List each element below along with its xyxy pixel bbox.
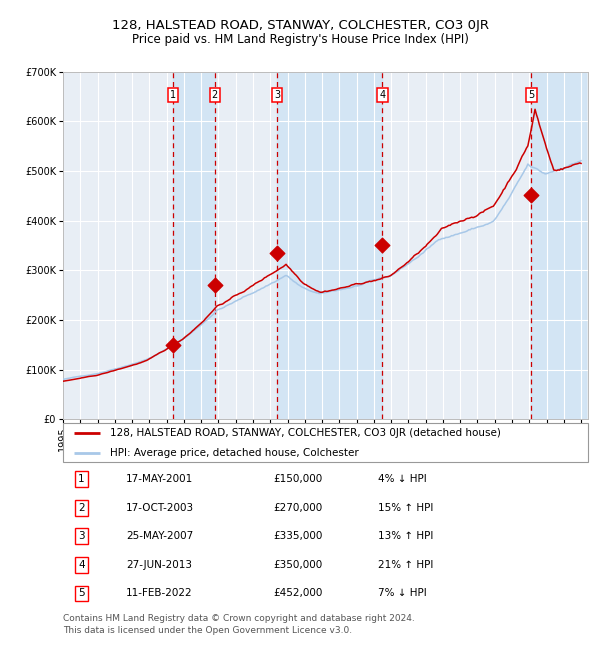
Text: Price paid vs. HM Land Registry's House Price Index (HPI): Price paid vs. HM Land Registry's House … bbox=[131, 32, 469, 46]
Point bbox=[377, 240, 387, 250]
Bar bbox=[532, 72, 586, 419]
Text: 1: 1 bbox=[170, 90, 176, 100]
Text: 128, HALSTEAD ROAD, STANWAY, COLCHESTER, CO3 0JR (detached house): 128, HALSTEAD ROAD, STANWAY, COLCHESTER,… bbox=[110, 428, 501, 438]
Text: 11-FEB-2022: 11-FEB-2022 bbox=[126, 588, 193, 599]
Text: £270,000: £270,000 bbox=[273, 502, 322, 513]
Text: 2: 2 bbox=[212, 90, 218, 100]
Text: 17-MAY-2001: 17-MAY-2001 bbox=[126, 474, 193, 484]
Text: 13% ↑ HPI: 13% ↑ HPI bbox=[378, 531, 433, 541]
Point bbox=[272, 248, 282, 258]
Text: £150,000: £150,000 bbox=[273, 474, 322, 484]
Text: £335,000: £335,000 bbox=[273, 531, 322, 541]
Text: 21% ↑ HPI: 21% ↑ HPI bbox=[378, 560, 433, 570]
Text: 15% ↑ HPI: 15% ↑ HPI bbox=[378, 502, 433, 513]
Text: 3: 3 bbox=[78, 531, 85, 541]
Text: 25-MAY-2007: 25-MAY-2007 bbox=[126, 531, 193, 541]
Text: 7% ↓ HPI: 7% ↓ HPI bbox=[378, 588, 427, 599]
Text: 1: 1 bbox=[78, 474, 85, 484]
FancyBboxPatch shape bbox=[63, 422, 588, 461]
Text: 128, HALSTEAD ROAD, STANWAY, COLCHESTER, CO3 0JR: 128, HALSTEAD ROAD, STANWAY, COLCHESTER,… bbox=[112, 20, 488, 32]
Text: 4: 4 bbox=[379, 90, 385, 100]
Text: 27-JUN-2013: 27-JUN-2013 bbox=[126, 560, 192, 570]
Point bbox=[169, 339, 178, 350]
Point bbox=[527, 190, 536, 200]
Bar bbox=[277, 72, 382, 419]
Text: 5: 5 bbox=[528, 90, 535, 100]
Point bbox=[210, 280, 220, 291]
Text: 4: 4 bbox=[78, 560, 85, 570]
Text: 4% ↓ HPI: 4% ↓ HPI bbox=[378, 474, 427, 484]
Text: HPI: Average price, detached house, Colchester: HPI: Average price, detached house, Colc… bbox=[110, 448, 359, 458]
Text: 2: 2 bbox=[78, 502, 85, 513]
Text: £350,000: £350,000 bbox=[273, 560, 322, 570]
Bar bbox=[173, 72, 215, 419]
Text: 5: 5 bbox=[78, 588, 85, 599]
Text: Contains HM Land Registry data © Crown copyright and database right 2024.
This d: Contains HM Land Registry data © Crown c… bbox=[63, 614, 415, 635]
Text: 17-OCT-2003: 17-OCT-2003 bbox=[126, 502, 194, 513]
Text: 3: 3 bbox=[274, 90, 280, 100]
Text: £452,000: £452,000 bbox=[273, 588, 322, 599]
